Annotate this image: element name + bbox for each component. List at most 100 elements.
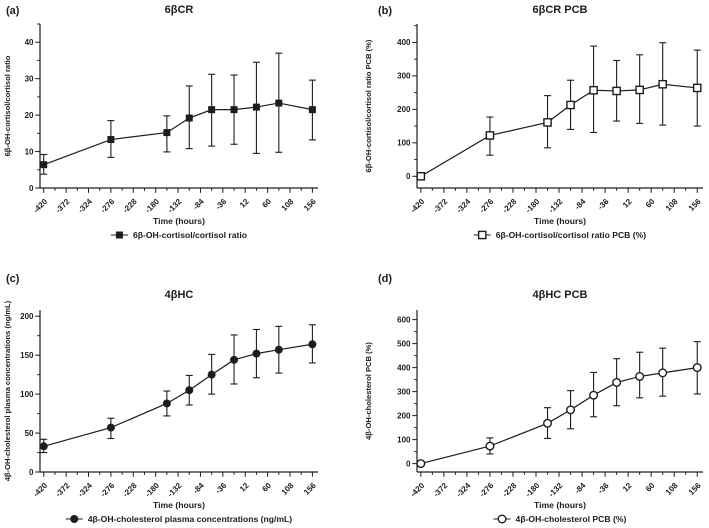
x-tick-label: -228 bbox=[121, 481, 139, 499]
data-point-marker bbox=[588, 390, 598, 400]
chart-6bcr-pcb: (b) 6βCR PCB 6β-OH-cortisol/cortisol ratio… bbox=[364, 4, 703, 240]
x-tick-label: -36 bbox=[595, 197, 610, 212]
x-tick-label: -36 bbox=[214, 197, 229, 212]
y-tick-label: 200 bbox=[397, 411, 411, 420]
data-point-marker bbox=[416, 171, 425, 181]
y-tick-label: 0 bbox=[29, 184, 34, 193]
y-tick-label: 20 bbox=[25, 111, 34, 120]
y-tick-label: 0 bbox=[29, 468, 34, 477]
x-tick-label: -132 bbox=[166, 481, 184, 499]
ticks bbox=[411, 25, 698, 193]
chart-6bcr: (a) 6βCR 6β-OH-cortisol/cortisol ratio Time… bbox=[3, 4, 318, 240]
y-axis-label: 4β-OH-cholesterol PCB (%) bbox=[364, 342, 373, 440]
data-point-marker bbox=[477, 230, 487, 240]
x-tick-label: 156 bbox=[686, 197, 702, 213]
ticks bbox=[411, 319, 698, 477]
x-axis-label: Time (hours) bbox=[153, 216, 205, 226]
data-point-marker bbox=[185, 114, 193, 122]
x-tick-label: -84 bbox=[191, 197, 206, 212]
panel-label: (a) bbox=[6, 5, 20, 17]
y-tick-label: 400 bbox=[397, 38, 411, 47]
chart-4bhc: (c) 4βHC 4β-OH-cholesterol plasma concentr… bbox=[3, 273, 318, 524]
data-line bbox=[420, 83, 697, 177]
x-tick-label: -228 bbox=[500, 481, 518, 499]
data-point-marker bbox=[230, 106, 238, 114]
x-tick-label: -180 bbox=[523, 481, 541, 499]
data-points bbox=[39, 340, 317, 451]
panel-label: (c) bbox=[6, 273, 20, 285]
x-tick-label: -372 bbox=[54, 197, 72, 215]
data-point-marker bbox=[275, 99, 283, 107]
x-axis-label: Time (hours) bbox=[534, 500, 586, 510]
x-tick-label: -420 bbox=[31, 481, 49, 499]
x-tick-label: -324 bbox=[76, 481, 94, 499]
data-point-marker bbox=[308, 340, 317, 349]
x-tick-label: 12 bbox=[238, 197, 251, 210]
chart-title: 6βCR PCB bbox=[532, 4, 587, 16]
data-point-marker bbox=[274, 345, 283, 354]
x-tick-label: 156 bbox=[686, 481, 702, 497]
x-tick-label: 156 bbox=[302, 481, 318, 497]
y-axis-label: 4β-OH-cholesterol plasma concentrations … bbox=[3, 300, 12, 481]
panel-label: (d) bbox=[378, 273, 392, 285]
error-bars bbox=[40, 52, 316, 175]
x-tick-label: 108 bbox=[280, 197, 296, 213]
data-point-marker bbox=[185, 386, 194, 395]
data-point-marker bbox=[497, 514, 507, 524]
y-tick-label: 10 bbox=[25, 147, 34, 156]
ticks bbox=[35, 315, 313, 477]
data-point-marker bbox=[252, 103, 260, 111]
y-axis-label: 6β-OH-cortisol/cortisol ratio bbox=[3, 55, 12, 156]
error-bars bbox=[485, 42, 701, 156]
x-tick-label: 108 bbox=[663, 481, 679, 497]
data-point-marker bbox=[484, 441, 494, 451]
x-tick-label: -276 bbox=[477, 481, 495, 499]
x-tick-label: 108 bbox=[663, 197, 679, 213]
legend-label: 6β-OH-cortisol/cortisol ratio PCB (%) bbox=[495, 230, 646, 240]
y-tick-label: 100 bbox=[397, 435, 411, 444]
x-tick-label: -132 bbox=[166, 197, 184, 215]
data-point-marker bbox=[107, 136, 115, 144]
data-point-marker bbox=[565, 405, 575, 415]
data-points bbox=[416, 79, 702, 181]
x-tick-label: -324 bbox=[76, 197, 94, 215]
data-point-marker bbox=[542, 418, 552, 428]
data-points bbox=[40, 99, 316, 169]
x-tick-label: -36 bbox=[214, 481, 229, 496]
x-tick-label: -276 bbox=[477, 197, 495, 215]
legend: 6β-OH-cortisol/cortisol ratio PCB (%) bbox=[473, 230, 646, 240]
x-axis-label: Time (hours) bbox=[153, 500, 205, 510]
axes bbox=[39, 24, 318, 189]
data-point-marker bbox=[657, 79, 667, 89]
y-tick-label: 40 bbox=[25, 38, 34, 47]
data-point-marker bbox=[611, 377, 621, 387]
x-tick-label: -420 bbox=[408, 197, 426, 215]
x-tick-label: -324 bbox=[454, 197, 472, 215]
x-tick-label: 60 bbox=[643, 481, 656, 494]
x-tick-label: 60 bbox=[260, 197, 273, 210]
data-point-marker bbox=[634, 371, 644, 381]
axes bbox=[39, 310, 318, 473]
legend: 4β-OH-cholesterol plasma concentrations … bbox=[65, 514, 292, 524]
legend: 6β-OH-cortisol/cortisol ratio bbox=[110, 230, 247, 240]
data-point-marker bbox=[252, 349, 261, 358]
chart-title: 4βHC PCB bbox=[532, 289, 587, 301]
y-tick-label: 300 bbox=[397, 72, 411, 81]
x-tick-label: -180 bbox=[143, 481, 161, 499]
x-tick-label: 60 bbox=[643, 197, 656, 210]
data-point-marker bbox=[230, 355, 239, 364]
data-line bbox=[43, 102, 313, 166]
chart-title: 6βCR bbox=[165, 4, 194, 16]
x-tick-label: -228 bbox=[121, 197, 139, 215]
x-tick-label: 12 bbox=[238, 481, 251, 494]
x-tick-label: -420 bbox=[31, 197, 49, 215]
legend-label: 6β-OH-cortisol/cortisol ratio bbox=[133, 230, 247, 240]
legend: 4β-OH-cholesterol PCB (%) bbox=[493, 514, 626, 524]
data-point-marker bbox=[692, 83, 702, 93]
x-tick-label: -372 bbox=[431, 197, 449, 215]
x-tick-label: -324 bbox=[454, 481, 472, 499]
data-point-marker bbox=[485, 131, 494, 140]
x-tick-label: -372 bbox=[54, 481, 72, 499]
